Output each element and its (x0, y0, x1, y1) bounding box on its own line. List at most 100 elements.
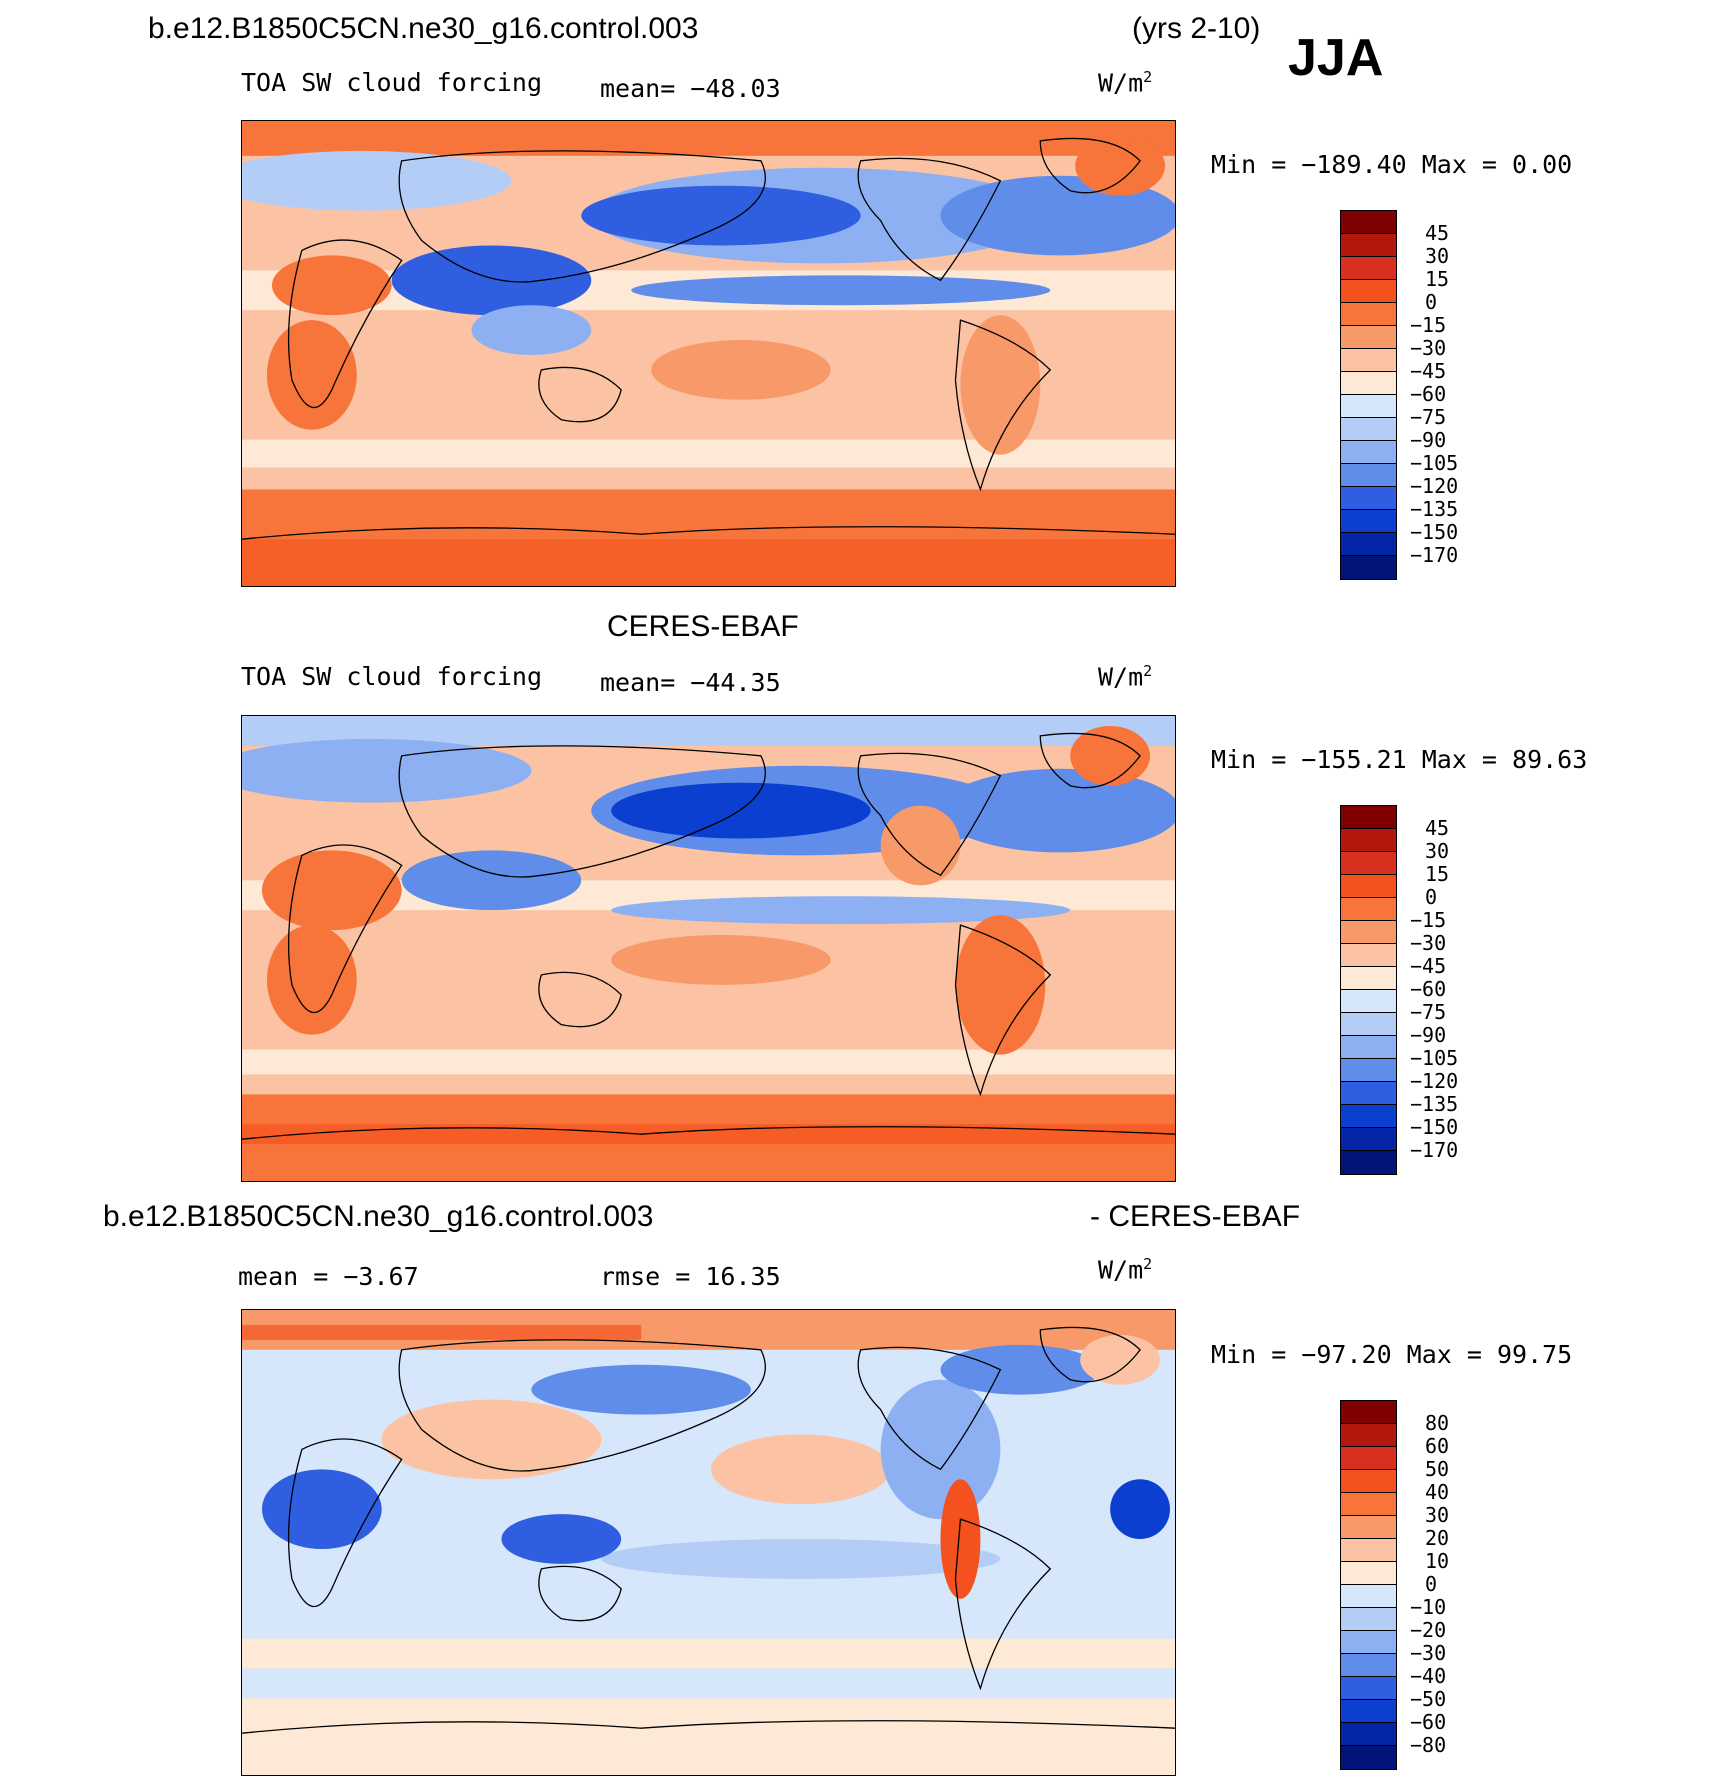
colorbar-swatch (1341, 1631, 1396, 1654)
panel3-title-right: - CERES-EBAF (1090, 1200, 1301, 1233)
colorbar-swatch (1341, 921, 1396, 944)
panel3-rmse: rmse = 16.35 (600, 1262, 781, 1291)
panel2-map (241, 715, 1176, 1182)
panel2-minmax: Min = −155.21 Max = 89.63 (1211, 745, 1588, 774)
colorbar-swatch (1341, 303, 1396, 326)
colorbar-tick-label: −120 (1410, 1069, 1459, 1093)
colorbar-swatch (1341, 898, 1396, 921)
colorbar-tick-label: 15 (1425, 862, 1450, 886)
colorbar-swatch (1341, 1516, 1396, 1539)
colorbar-swatch (1341, 829, 1396, 852)
panel3-colorbar (1340, 1400, 1397, 1770)
colorbar-swatch (1341, 1013, 1396, 1036)
colorbar-swatch (1341, 1608, 1396, 1631)
colorbar-swatch (1341, 875, 1396, 898)
colorbar-tick-label: −150 (1410, 520, 1459, 544)
model-cloud-forcing-map (242, 121, 1175, 586)
colorbar-tick-label: −60 (1410, 1710, 1447, 1734)
colorbar-swatch (1341, 1105, 1396, 1128)
colorbar-swatch (1341, 967, 1396, 990)
colorbar-tick-label: −45 (1410, 359, 1447, 383)
colorbar-tick-label: 15 (1425, 267, 1450, 291)
panel2-title: CERES-EBAF (607, 610, 799, 643)
colorbar-tick-label: −90 (1410, 1023, 1447, 1047)
colorbar-swatch (1341, 372, 1396, 395)
colorbar-swatch (1341, 1539, 1396, 1562)
panel1-minmax: Min = −189.40 Max = 0.00 (1211, 150, 1573, 179)
colorbar-tick-label: 30 (1425, 1503, 1450, 1527)
colorbar-swatch (1341, 349, 1396, 372)
colorbar-swatch (1341, 1447, 1396, 1470)
colorbar-tick-label: 45 (1425, 221, 1450, 245)
colorbar-tick-label: −105 (1410, 1046, 1459, 1070)
colorbar-swatch (1341, 1746, 1396, 1769)
colorbar-tick-label: 20 (1425, 1526, 1450, 1550)
case-title: b.e12.B1850C5CN.ne30_g16.control.003 (148, 12, 699, 45)
colorbar-tick-label: −15 (1410, 908, 1447, 932)
colorbar-tick-label: −75 (1410, 1000, 1447, 1024)
colorbar-tick-label: 40 (1425, 1480, 1450, 1504)
panel1-colorbar (1340, 210, 1397, 580)
difference-map (242, 1310, 1175, 1775)
panel3-mean: mean = −3.67 (238, 1262, 419, 1291)
colorbar-tick-label: −135 (1410, 497, 1459, 521)
colorbar-swatch (1341, 441, 1396, 464)
colorbar-tick-label: −75 (1410, 405, 1447, 429)
colorbar-swatch (1341, 211, 1396, 234)
colorbar-swatch (1341, 1585, 1396, 1608)
colorbar-tick-label: −60 (1410, 382, 1447, 406)
colorbar-swatch (1341, 257, 1396, 280)
colorbar-tick-label: −120 (1410, 474, 1459, 498)
colorbar-swatch (1341, 1700, 1396, 1723)
colorbar-swatch (1341, 533, 1396, 556)
panel3-units: W/m2 (1098, 1255, 1153, 1285)
colorbar-swatch (1341, 234, 1396, 257)
colorbar-tick-label: −40 (1410, 1664, 1447, 1688)
colorbar-tick-label: 0 (1425, 290, 1438, 314)
colorbar-tick-label: −90 (1410, 428, 1447, 452)
colorbar-tick-label: −30 (1410, 336, 1447, 360)
colorbar-tick-label: −50 (1410, 1687, 1447, 1711)
colorbar-tick-label: −105 (1410, 451, 1459, 475)
colorbar-tick-label: 80 (1425, 1411, 1450, 1435)
colorbar-tick-label: −80 (1410, 1733, 1447, 1757)
colorbar-swatch (1341, 1151, 1396, 1174)
season-label: JJA (1288, 29, 1384, 87)
colorbar-tick-label: −20 (1410, 1618, 1447, 1642)
colorbar-swatch (1341, 556, 1396, 579)
colorbar-swatch (1341, 395, 1396, 418)
colorbar-swatch (1341, 510, 1396, 533)
colorbar-tick-label: 30 (1425, 839, 1450, 863)
colorbar-tick-label: −45 (1410, 954, 1447, 978)
panel1-mean: mean= −48.03 (600, 74, 781, 103)
colorbar-swatch (1341, 464, 1396, 487)
colorbar-tick-label: 50 (1425, 1457, 1450, 1481)
colorbar-swatch (1341, 418, 1396, 441)
panel3-map (241, 1309, 1176, 1776)
colorbar-swatch (1341, 852, 1396, 875)
colorbar-swatch (1341, 1470, 1396, 1493)
colorbar-swatch (1341, 1723, 1396, 1746)
colorbar-tick-label: −170 (1410, 1138, 1459, 1162)
colorbar-tick-label: −15 (1410, 313, 1447, 337)
years-label: (yrs 2-10) (1132, 12, 1261, 45)
colorbar-swatch (1341, 487, 1396, 510)
panel2-units: W/m2 (1098, 662, 1153, 692)
colorbar-tick-label: 60 (1425, 1434, 1450, 1458)
colorbar-swatch (1341, 1036, 1396, 1059)
colorbar-tick-label: −10 (1410, 1595, 1447, 1619)
observed-cloud-forcing-map (242, 716, 1175, 1181)
colorbar-swatch (1341, 1082, 1396, 1105)
colorbar-swatch (1341, 326, 1396, 349)
colorbar-swatch (1341, 1424, 1396, 1447)
colorbar-tick-label: 45 (1425, 816, 1450, 840)
colorbar-tick-label: 10 (1425, 1549, 1450, 1573)
colorbar-swatch (1341, 1059, 1396, 1082)
colorbar-swatch (1341, 944, 1396, 967)
colorbar-swatch (1341, 1128, 1396, 1151)
panel1-units: W/m2 (1098, 68, 1153, 98)
colorbar-tick-label: −30 (1410, 1641, 1447, 1665)
colorbar-tick-label: −30 (1410, 931, 1447, 955)
colorbar-tick-label: 30 (1425, 244, 1450, 268)
panel2-field-label: TOA SW cloud forcing (241, 662, 543, 691)
